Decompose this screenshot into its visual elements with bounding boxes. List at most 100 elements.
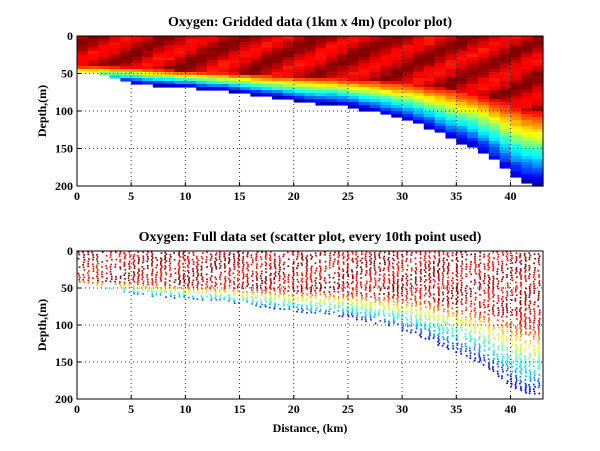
pcolor-cell bbox=[402, 84, 414, 88]
scatter-point bbox=[460, 329, 463, 331]
scatter-point bbox=[242, 275, 245, 278]
scatter-point bbox=[429, 302, 431, 305]
scatter-point bbox=[469, 335, 472, 337]
scatter-point bbox=[141, 274, 144, 276]
scatter-point bbox=[260, 301, 263, 304]
scatter-point bbox=[374, 301, 377, 303]
scatter-point bbox=[369, 259, 371, 262]
pcolor-cell bbox=[337, 36, 349, 40]
pcolor-cell bbox=[402, 72, 414, 76]
scatter-point bbox=[465, 285, 468, 287]
scatter-point bbox=[383, 318, 386, 321]
scatter-point bbox=[419, 318, 422, 321]
pcolor-cell bbox=[488, 42, 501, 46]
x-tick-label: 5 bbox=[128, 402, 134, 416]
y-tick-label: 100 bbox=[55, 104, 73, 118]
y-tick-label: 200 bbox=[55, 179, 73, 193]
scatter-point bbox=[434, 280, 436, 283]
scatter-point bbox=[488, 329, 490, 331]
scatter-point bbox=[278, 279, 281, 282]
pcolor-cell bbox=[228, 81, 241, 85]
scatter-point bbox=[182, 278, 185, 280]
scatter-point bbox=[520, 333, 523, 336]
scatter-point bbox=[269, 299, 271, 302]
pcolor-cell bbox=[510, 75, 522, 79]
scatter-point bbox=[223, 298, 225, 301]
scatter-point bbox=[328, 298, 330, 301]
scatter-point bbox=[451, 259, 454, 262]
scatter-point bbox=[429, 257, 431, 259]
pcolor-cell bbox=[142, 63, 154, 67]
scatter-point bbox=[382, 304, 385, 307]
scatter-point bbox=[496, 353, 499, 356]
pcolor-cell bbox=[304, 54, 317, 58]
scatter-point bbox=[156, 288, 159, 291]
scatter-point bbox=[397, 261, 400, 264]
scatter-point bbox=[505, 305, 508, 308]
scatter-point bbox=[446, 285, 449, 287]
scatter-point bbox=[482, 301, 485, 304]
scatter-point bbox=[392, 280, 395, 283]
x-tick-label: 10 bbox=[179, 402, 191, 416]
pcolor-cell bbox=[228, 66, 241, 70]
pcolor-cell bbox=[412, 108, 425, 112]
scatter-point bbox=[77, 272, 80, 275]
pcolor-cell bbox=[207, 39, 219, 43]
scatter-point bbox=[533, 347, 536, 349]
scatter-point bbox=[514, 272, 517, 275]
pcolor-cell bbox=[477, 42, 490, 46]
pcolor-cell bbox=[261, 39, 273, 43]
y-tick-label: 0 bbox=[67, 244, 73, 258]
scatter-point bbox=[324, 281, 327, 284]
scatter-point bbox=[259, 306, 262, 308]
scatter-point bbox=[183, 279, 186, 282]
pcolor-cell bbox=[445, 99, 457, 103]
scatter-point bbox=[528, 346, 530, 349]
pcolor-cell bbox=[272, 69, 284, 73]
pcolor-cell bbox=[185, 48, 197, 52]
scatter-point bbox=[219, 265, 222, 267]
scatter-point bbox=[447, 335, 449, 338]
pcolor-cell bbox=[174, 48, 186, 52]
pcolor-cell bbox=[412, 66, 425, 70]
scatter-point bbox=[411, 302, 413, 305]
scatter-point bbox=[511, 262, 514, 264]
pcolor-cell bbox=[499, 144, 512, 148]
pcolor-cell bbox=[87, 42, 100, 46]
scatter-point bbox=[506, 382, 508, 385]
scatter-point bbox=[337, 251, 340, 253]
pcolor-cell bbox=[510, 87, 522, 91]
x-tick-label: 35 bbox=[450, 189, 462, 203]
scatter-point bbox=[474, 253, 476, 255]
pcolor-cell bbox=[261, 60, 273, 64]
scatter-point bbox=[191, 295, 194, 298]
scatter-point bbox=[491, 308, 494, 311]
pcolor-cell bbox=[272, 84, 284, 88]
pcolor-cell bbox=[163, 39, 176, 43]
pcolor-cell bbox=[510, 48, 522, 52]
scatter-point bbox=[178, 286, 181, 289]
pcolor-cell bbox=[510, 171, 522, 175]
scatter-point bbox=[538, 332, 540, 334]
scatter-point bbox=[309, 275, 312, 277]
scatter-point bbox=[474, 357, 477, 360]
pcolor-cell bbox=[521, 174, 533, 178]
pcolor-cell bbox=[510, 159, 522, 163]
scatter-point bbox=[401, 277, 404, 280]
pcolor-cell bbox=[488, 126, 501, 130]
pcolor-cell bbox=[532, 99, 544, 103]
pcolor-cell bbox=[434, 36, 447, 40]
pcolor-cell bbox=[152, 57, 165, 61]
scatter-point bbox=[524, 276, 527, 279]
pcolor-cell bbox=[445, 48, 457, 52]
scatter-point bbox=[365, 259, 367, 262]
scatter-point bbox=[529, 321, 531, 324]
scatter-point bbox=[287, 296, 290, 299]
pcolor-cell bbox=[272, 48, 284, 52]
pcolor-cell bbox=[293, 63, 306, 67]
scatter-point bbox=[347, 291, 349, 294]
scatter-point bbox=[461, 298, 463, 301]
scatter-point bbox=[478, 318, 481, 321]
pcolor-cell bbox=[532, 90, 544, 94]
pcolor-cell bbox=[467, 66, 479, 70]
